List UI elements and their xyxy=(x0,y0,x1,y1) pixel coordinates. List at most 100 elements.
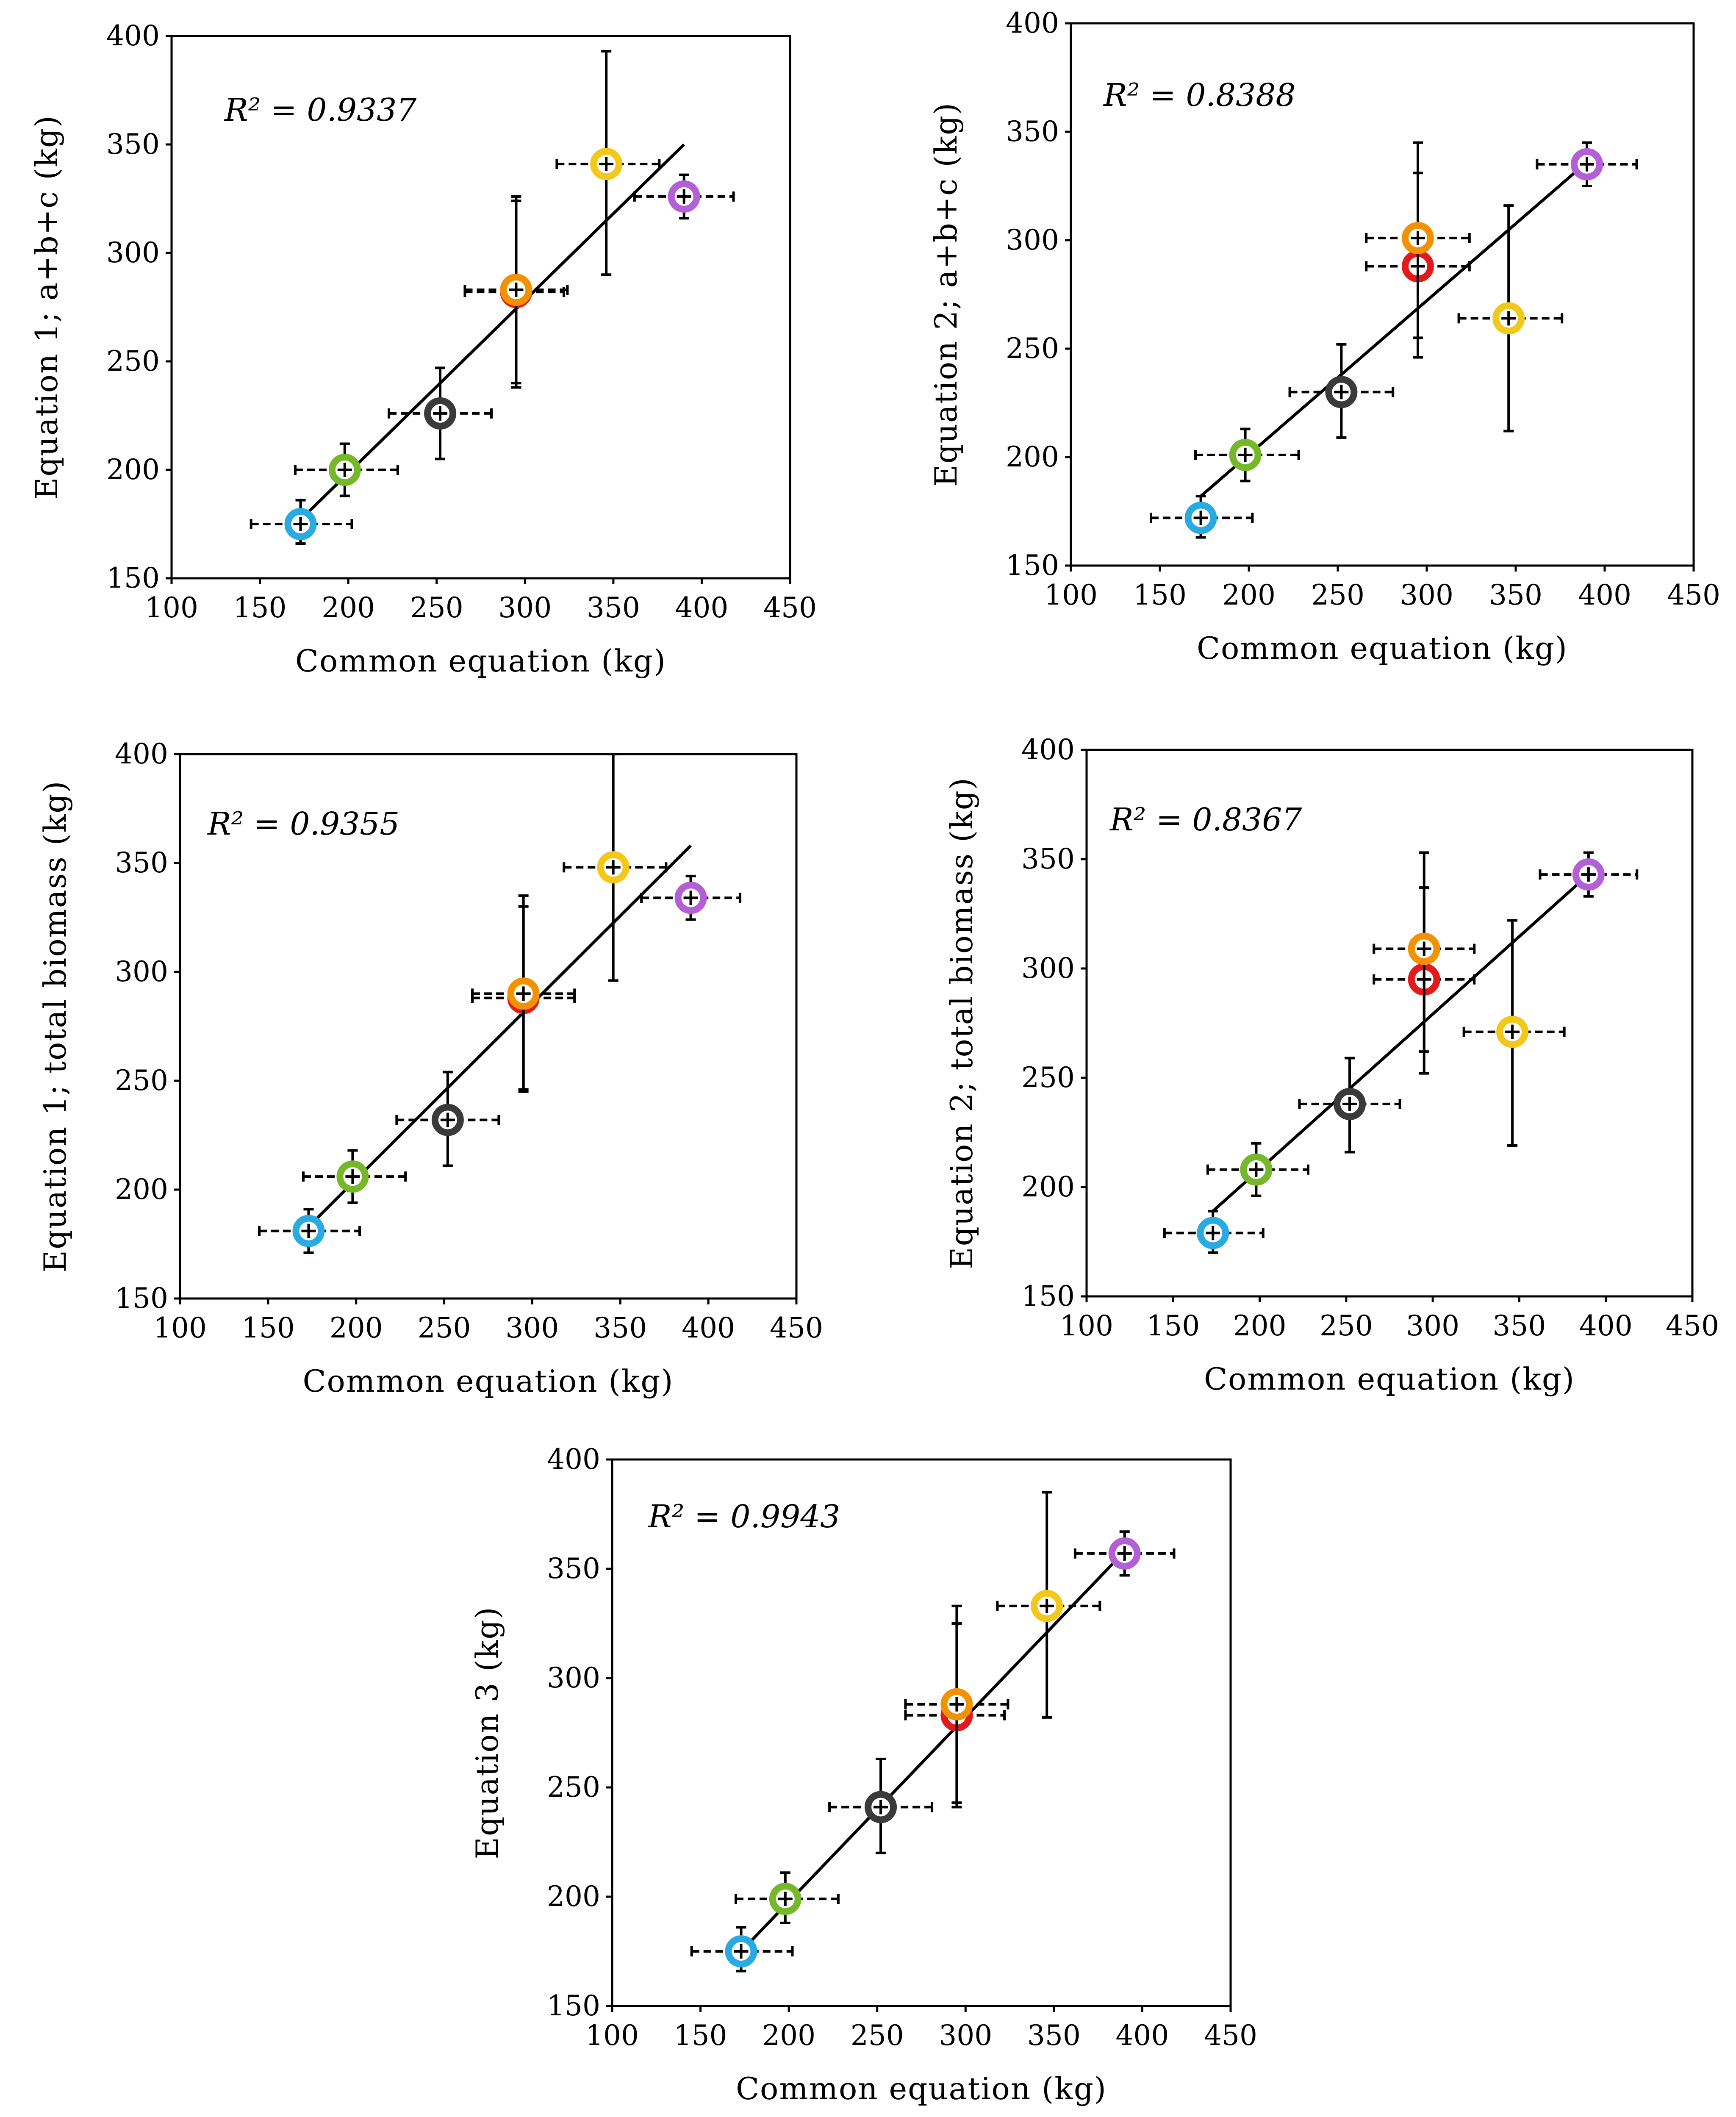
x-tick-label: 400 xyxy=(1578,579,1631,611)
data-point-orange xyxy=(1365,141,1471,339)
data-point-blue xyxy=(258,1208,361,1254)
x-tick-label: 400 xyxy=(1115,2019,1169,2052)
y-tick-label: 150 xyxy=(1006,549,1059,582)
y-tick-label: 200 xyxy=(1006,441,1059,473)
r-squared-label: R² = 0.9943 xyxy=(647,1498,840,1535)
x-tick-label: 350 xyxy=(1489,579,1542,611)
y-tick-label: 250 xyxy=(115,1064,168,1097)
y-tick-label: 350 xyxy=(115,846,168,879)
x-tick-label: 350 xyxy=(587,591,640,624)
x-tick-label: 450 xyxy=(763,591,817,624)
x-tick-label: 250 xyxy=(1311,579,1364,611)
x-tick-label: 400 xyxy=(1579,1310,1633,1342)
data-point-purple xyxy=(1539,851,1639,898)
x-tick-label: 300 xyxy=(939,2019,992,2052)
x-axis-title: Common equation (kg) xyxy=(736,2071,1107,2106)
plot-frame xyxy=(1085,749,1694,1298)
data-point-green xyxy=(735,1871,840,1924)
y-tick-label: 400 xyxy=(106,19,160,52)
x-tick-label: 200 xyxy=(322,591,375,624)
y-tick-label: 350 xyxy=(547,1552,600,1585)
data-point-green xyxy=(294,442,399,497)
x-axis-title: Common equation (kg) xyxy=(302,1363,674,1399)
trendline xyxy=(308,844,692,1228)
x-tick-label: 200 xyxy=(762,2019,815,2052)
chart-equation3: 100 150 200 250 300 350 400 4501502002503003504… xyxy=(469,1443,1257,2106)
x-tick-label: 150 xyxy=(1146,1310,1200,1342)
data-point-orange xyxy=(1373,851,1476,1053)
data-point-blue xyxy=(250,499,353,545)
y-tick-label: 300 xyxy=(115,955,168,988)
data-point-purple xyxy=(633,173,735,220)
trendline xyxy=(1200,161,1588,497)
data-point-yellow xyxy=(555,50,661,276)
x-tick-label: 350 xyxy=(593,1312,647,1344)
x-tick-label: 250 xyxy=(410,591,463,624)
data-point-yellow xyxy=(563,753,668,982)
r-squared-label: R² = 0.8388 xyxy=(1103,77,1295,114)
x-axis-title: Common equation (kg) xyxy=(1204,1361,1575,1397)
x-tick-label: 150 xyxy=(1133,579,1187,611)
y-axis-title: Equation 2; a+b+c (kg) xyxy=(928,102,964,487)
x-tick-label: 300 xyxy=(498,591,552,624)
data-point-blue xyxy=(1163,1210,1265,1254)
plot-frame xyxy=(179,753,798,1300)
x-tick-label: 150 xyxy=(241,1312,295,1344)
x-tick-label: 200 xyxy=(330,1312,383,1344)
y-tick-label: 250 xyxy=(1006,332,1059,365)
chart-equation1-total-biomass: 100 150 200 250 300 350 400 4501502002503003504… xyxy=(37,738,823,1399)
data-point-yellow xyxy=(996,1491,1101,1719)
x-tick-label: 300 xyxy=(1400,579,1453,611)
x-tick-label: 100 xyxy=(153,1312,207,1344)
x-tick-label: 450 xyxy=(1667,579,1720,611)
x-tick-label: 250 xyxy=(1320,1310,1373,1342)
y-tick-label: 400 xyxy=(115,738,168,770)
trendline xyxy=(300,143,685,521)
x-tick-label: 400 xyxy=(675,591,728,624)
data-point-blue xyxy=(1150,495,1254,539)
y-tick-label: 350 xyxy=(1021,843,1075,875)
trendline xyxy=(1212,873,1590,1212)
x-tick-label: 100 xyxy=(145,591,198,624)
y-tick-label: 300 xyxy=(1006,224,1059,256)
plot-frame xyxy=(1070,22,1695,567)
x-tick-label: 150 xyxy=(674,2019,727,2052)
y-tick-label: 150 xyxy=(115,1282,168,1315)
y-axis-title: Equation 1; total biomass (kg) xyxy=(37,780,73,1273)
y-tick-label: 200 xyxy=(106,453,160,486)
chart-equation2-abc: 100 150 200 250 300 350 400 4501502002503003504… xyxy=(928,7,1720,666)
y-axis-title: Equation 3 (kg) xyxy=(469,1606,505,1859)
x-tick-label: 250 xyxy=(418,1312,471,1344)
data-point-purple xyxy=(640,874,741,921)
r-squared-label: R² = 0.9355 xyxy=(207,806,399,842)
trendline xyxy=(740,1550,1126,1953)
x-tick-label: 200 xyxy=(1222,579,1276,611)
data-point-orange xyxy=(904,1604,1009,1804)
y-tick-label: 250 xyxy=(106,345,160,377)
x-tick-label: 100 xyxy=(1044,579,1098,611)
x-tick-label: 450 xyxy=(1666,1310,1719,1342)
data-point-dark xyxy=(395,1071,500,1167)
x-axis-title: Common equation (kg) xyxy=(1197,630,1568,666)
data-point-dark xyxy=(1298,1057,1401,1154)
y-tick-label: 400 xyxy=(1006,7,1059,39)
data-point-yellow xyxy=(1462,919,1566,1147)
y-axis-title: Equation 1; a+b+c (kg) xyxy=(29,115,64,499)
data-point-dark xyxy=(1288,343,1395,439)
r-squared-label: R² = 0.8367 xyxy=(1109,802,1302,838)
x-tick-label: 200 xyxy=(1233,1310,1287,1342)
y-tick-label: 200 xyxy=(115,1173,168,1206)
x-tick-label: 100 xyxy=(1060,1310,1113,1342)
y-axis-title: Equation 2; total biomass (kg) xyxy=(944,777,979,1269)
y-tick-label: 150 xyxy=(106,562,160,594)
x-tick-label: 450 xyxy=(1204,2019,1257,2052)
x-axis-title: Common equation (kg) xyxy=(295,643,666,679)
y-tick-label: 200 xyxy=(547,1880,600,1913)
y-tick-label: 350 xyxy=(1006,115,1059,148)
x-tick-label: 100 xyxy=(585,2019,639,2052)
y-tick-label: 400 xyxy=(1021,733,1075,766)
data-point-yellow xyxy=(1457,204,1564,433)
y-tick-label: 150 xyxy=(547,1989,600,2022)
data-point-dark xyxy=(388,366,493,461)
